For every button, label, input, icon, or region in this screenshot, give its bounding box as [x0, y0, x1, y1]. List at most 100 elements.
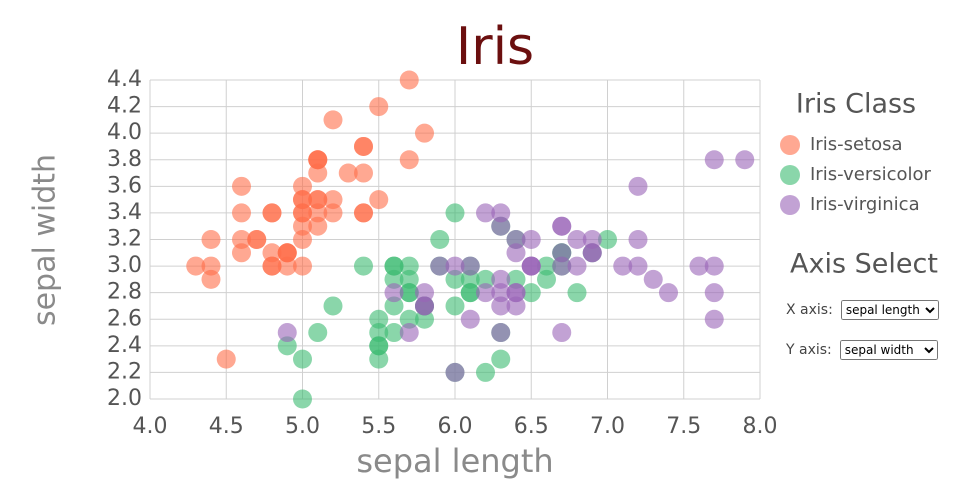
- point: [476, 362, 495, 382]
- point: [659, 283, 678, 303]
- x-tick-label: 5.0: [285, 414, 320, 439]
- point: [704, 150, 724, 170]
- point: [277, 323, 297, 343]
- x-tick-label: 6.5: [514, 414, 549, 439]
- y-tick-label: 3.2: [107, 227, 142, 252]
- y-tick-label: 2.0: [107, 386, 142, 411]
- y-tick-label: 3.6: [107, 173, 142, 198]
- point: [399, 323, 419, 343]
- point: [552, 323, 572, 343]
- point: [445, 362, 465, 382]
- point: [598, 230, 617, 249]
- point: [460, 256, 480, 276]
- point: [247, 230, 267, 249]
- point: [323, 110, 343, 130]
- y-tick-label: 2.8: [107, 280, 142, 305]
- point: [293, 216, 312, 236]
- point: [491, 349, 511, 369]
- x-axis-select[interactable]: sepal length: [840, 300, 939, 320]
- point: [277, 243, 297, 263]
- point: [277, 256, 297, 276]
- y-axis-control: Y axis: sepal width: [786, 340, 938, 360]
- point: [704, 309, 724, 329]
- point: [384, 283, 404, 303]
- point: [262, 256, 282, 276]
- point: [628, 256, 648, 276]
- point: [201, 230, 221, 249]
- point: [384, 296, 404, 316]
- y-tick-label: 4.2: [107, 94, 142, 119]
- point: [232, 176, 251, 196]
- point: [384, 256, 404, 276]
- point: [232, 203, 251, 223]
- point: [506, 230, 526, 249]
- point: [369, 97, 389, 117]
- legend-marker: [780, 135, 800, 155]
- point: [232, 230, 251, 249]
- point: [308, 190, 328, 210]
- point: [476, 203, 495, 223]
- point: [216, 349, 236, 369]
- point: [369, 190, 389, 210]
- y-tick-label: 2.4: [107, 333, 142, 358]
- point: [567, 283, 587, 303]
- point: [201, 256, 221, 276]
- point: [415, 309, 434, 329]
- x-tick-label: 4.5: [209, 414, 244, 439]
- point: [354, 136, 373, 156]
- point: [415, 283, 434, 303]
- x-axis-label: sepal length: [356, 442, 553, 480]
- point: [399, 309, 419, 329]
- point: [445, 203, 465, 223]
- point: [476, 283, 495, 303]
- controls-title: Axis Select: [790, 249, 938, 280]
- point: [293, 256, 312, 276]
- y-axis-control-label: Y axis:: [786, 342, 832, 358]
- point: [277, 336, 297, 356]
- point: [308, 323, 328, 343]
- point: [430, 230, 450, 249]
- point: [399, 70, 419, 90]
- point: [491, 296, 511, 316]
- y-tick-label: 3.8: [107, 147, 142, 172]
- point: [506, 269, 526, 289]
- legend-label: Iris-setosa: [810, 134, 903, 155]
- point: [552, 256, 572, 276]
- point: [445, 296, 465, 316]
- legend-label: Iris-versicolor: [810, 164, 932, 185]
- point: [384, 323, 404, 343]
- point: [628, 176, 648, 196]
- point: [567, 256, 587, 276]
- point: [567, 230, 587, 249]
- point: [491, 203, 511, 223]
- point: [537, 269, 556, 289]
- point: [293, 203, 312, 223]
- point: [262, 203, 282, 223]
- point: [399, 150, 419, 170]
- point: [552, 243, 572, 263]
- y-tick-label: 3.4: [107, 200, 142, 225]
- point: [613, 256, 633, 276]
- point: [445, 269, 465, 289]
- x-tick-label: 5.5: [361, 414, 396, 439]
- point: [537, 256, 556, 276]
- point: [689, 256, 709, 276]
- point: [369, 349, 389, 369]
- point: [369, 323, 389, 343]
- point: [704, 283, 724, 303]
- point: [354, 163, 373, 183]
- point: [521, 283, 541, 303]
- point: [491, 269, 511, 289]
- point: [308, 216, 328, 236]
- point: [308, 150, 328, 170]
- y-axis-select[interactable]: sepal width: [839, 340, 938, 360]
- point: [293, 389, 312, 409]
- point: [582, 243, 602, 263]
- point: [262, 243, 282, 263]
- point: [460, 309, 480, 329]
- x-tick-label: 8.0: [743, 414, 778, 439]
- point: [232, 243, 251, 263]
- point: [506, 283, 526, 303]
- point: [399, 269, 419, 289]
- point: [293, 349, 312, 369]
